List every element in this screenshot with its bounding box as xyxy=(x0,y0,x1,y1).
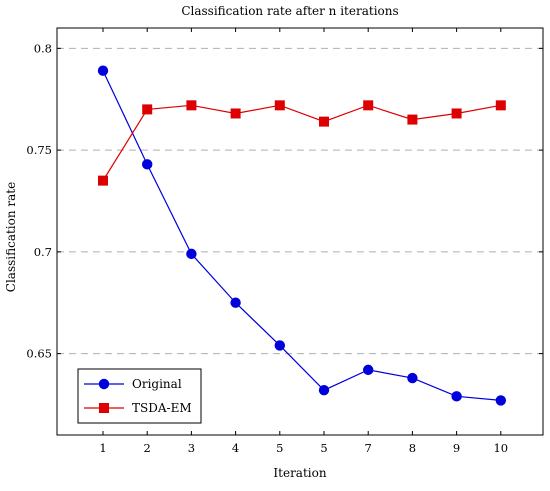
legend-label-original: Original xyxy=(132,377,182,391)
data-point-tsda-em xyxy=(451,108,462,119)
x-tick-label: 5 xyxy=(320,441,327,455)
x-axis-label: Iteration xyxy=(273,466,326,480)
data-point-original xyxy=(97,65,109,76)
data-point-original xyxy=(142,159,153,170)
data-point-tsda-em xyxy=(186,100,197,111)
x-tick-label: 9 xyxy=(453,441,460,455)
data-point-tsda-em xyxy=(495,100,506,111)
legend-marker-tsda-em xyxy=(99,403,109,413)
legend: Original TSDA-EM xyxy=(77,368,202,424)
data-point-tsda-em xyxy=(230,108,241,119)
y-axis-label: Classification rate xyxy=(4,182,18,292)
data-point-tsda-em xyxy=(363,100,374,111)
data-point-tsda-em xyxy=(142,104,153,115)
y-tick-label: 0.7 xyxy=(34,245,52,259)
legend-label-tsda-em: TSDA-EM xyxy=(132,401,192,415)
y-tick-label: 0.75 xyxy=(26,143,52,157)
series-line-tsda-em xyxy=(102,104,501,181)
data-point-original xyxy=(407,372,418,384)
x-tick-label: 8 xyxy=(409,441,416,455)
data-point-original xyxy=(495,395,506,406)
data-point-tsda-em xyxy=(319,116,329,127)
data-point-original xyxy=(451,391,462,402)
data-point-tsda-em xyxy=(407,114,418,125)
ticks-layer: 0.8 0.75 0.7 0.65 1 2 3 4 5 5 7 8 9 10 xyxy=(26,28,543,455)
legend-marker-original xyxy=(98,378,110,390)
y-tick-label: 0.65 xyxy=(26,347,52,361)
data-point-tsda-em xyxy=(98,175,108,186)
x-tick-label: 4 xyxy=(232,441,239,455)
x-tick-label: 10 xyxy=(493,441,508,455)
x-tick-label: 2 xyxy=(144,441,151,455)
grid-layer xyxy=(57,47,543,355)
data-point-original xyxy=(318,385,330,396)
x-tick-label: 1 xyxy=(99,441,106,455)
x-tick-label: 7 xyxy=(365,441,372,455)
series-layer xyxy=(97,65,506,406)
y-tick-label: 0.8 xyxy=(34,41,52,55)
data-point-tsda-em xyxy=(274,100,285,111)
data-point-original xyxy=(363,364,374,376)
data-point-original xyxy=(230,297,241,308)
data-point-original xyxy=(186,248,197,260)
x-tick-label: 5 xyxy=(276,441,283,455)
chart-title: Classification rate after n iterations xyxy=(181,4,398,18)
x-tick-label: 3 xyxy=(188,441,195,455)
legend-box xyxy=(77,368,202,424)
series-line-original xyxy=(102,70,501,402)
plot-frame xyxy=(56,27,544,436)
data-point-original xyxy=(274,340,285,351)
